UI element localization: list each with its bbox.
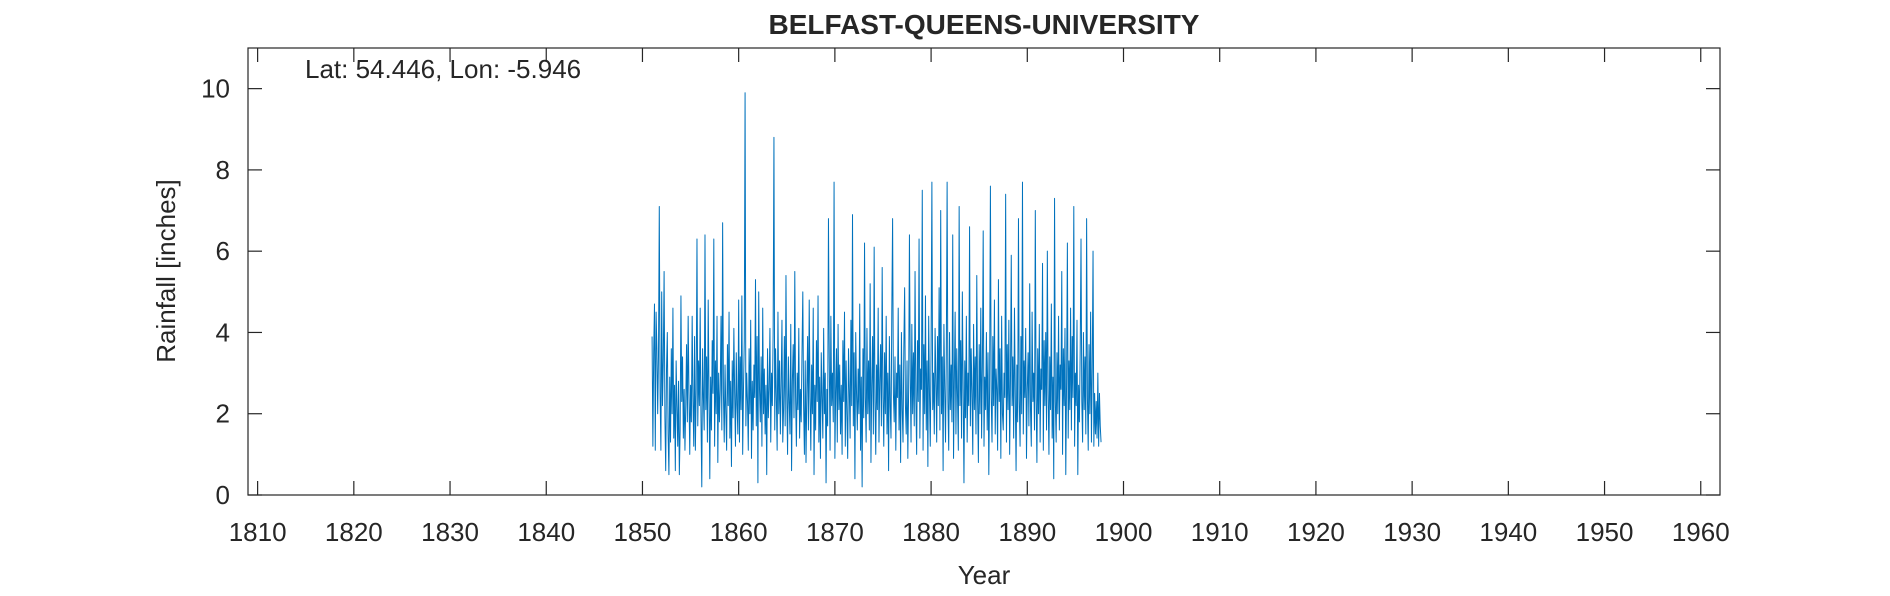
chart-title: BELFAST-QUEENS-UNIVERSITY	[769, 9, 1200, 40]
x-tick-label: 1940	[1479, 517, 1537, 547]
x-tick-label: 1810	[229, 517, 287, 547]
x-tick-label: 1920	[1287, 517, 1345, 547]
x-tick-label: 1880	[902, 517, 960, 547]
x-tick-label: 1850	[614, 517, 672, 547]
x-tick-label: 1930	[1383, 517, 1441, 547]
x-tick-label: 1820	[325, 517, 383, 547]
y-tick-label: 2	[216, 399, 230, 429]
location-annotation: Lat: 54.446, Lon: -5.946	[305, 54, 581, 84]
x-tick-label: 1900	[1095, 517, 1153, 547]
x-tick-label: 1960	[1672, 517, 1730, 547]
rainfall-series-line	[651, 92, 1102, 488]
x-tick-label: 1860	[710, 517, 768, 547]
x-tick-label: 1830	[421, 517, 479, 547]
y-tick-label: 6	[216, 236, 230, 266]
tick-labels: 1810 1820 1830 1840 1850 1860 1870 1880 1890 1900…	[201, 74, 1730, 547]
x-tick-label: 1910	[1191, 517, 1249, 547]
y-axis-label: Rainfall [inches]	[151, 179, 181, 363]
x-tick-label: 1890	[998, 517, 1056, 547]
plot-frame	[247, 47, 1721, 496]
y-tick-label: 8	[216, 155, 230, 185]
axis-ticks	[248, 48, 1720, 496]
x-tick-label: 1840	[517, 517, 575, 547]
y-tick-label: 10	[201, 74, 230, 104]
x-axis-label: Year	[958, 560, 1011, 590]
y-tick-label: 4	[216, 317, 230, 347]
x-tick-label: 1950	[1576, 517, 1634, 547]
y-tick-label: 0	[216, 480, 230, 510]
x-tick-label: 1870	[806, 517, 864, 547]
